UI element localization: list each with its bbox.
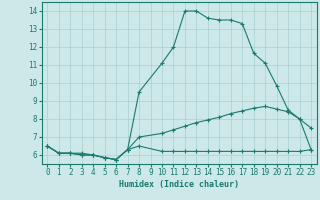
X-axis label: Humidex (Indice chaleur): Humidex (Indice chaleur) (119, 180, 239, 189)
